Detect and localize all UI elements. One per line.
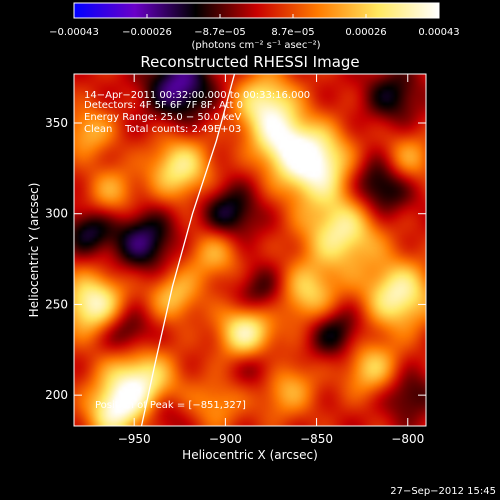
colorbar-tick-label: −0.00043 (49, 27, 99, 38)
colorbar-unit-label: (photons cm⁻² s⁻¹ asec⁻²) (191, 40, 320, 51)
y-tick-label: 200 (45, 388, 68, 402)
solar-limb-line (140, 74, 236, 426)
colorbar-tick-label: 8.7e−05 (271, 27, 314, 38)
x-tick-label: −950 (118, 432, 151, 446)
plot-frame (73, 73, 427, 427)
colorbar-tick-label: −8.7e−05 (194, 27, 246, 38)
info-line-counts: Clean Total counts: 2.49E+03 (84, 124, 241, 135)
colorbar-tick-label: 0.00026 (345, 27, 386, 38)
colorbar-ticks: −0.00043 −0.00026 −8.7e−05 8.7e−05 0.00026 0.… (49, 14, 460, 38)
x-axis: −950 −900 −850 −800 (118, 74, 424, 446)
x-tick-label: −900 (209, 432, 242, 446)
colorbar: −0.00043 −0.00026 −8.7e−05 8.7e−05 0.00026 0.… (49, 2, 460, 51)
chart-title: Reconstructed RHESSI Image (140, 53, 359, 71)
info-line-time: 14−Apr−2011 00:32:00.000 to 00:33:16.000 (84, 90, 310, 101)
info-line-energy: Energy Range: 25.0 − 50.0 keV (84, 112, 241, 123)
x-tick-label: −800 (391, 432, 424, 446)
y-axis: 200 250 300 350 (45, 116, 426, 402)
y-tick-label: 350 (45, 116, 68, 130)
colorbar-tick-label: 0.00043 (418, 27, 459, 38)
info-line-detectors: Detectors: 4F 5F 6F 7F 8F, Att 0 (84, 100, 243, 111)
info-block: 14−Apr−2011 00:32:00.000 to 00:33:16.000… (84, 90, 310, 411)
colorbar-tick-label: −0.00026 (122, 27, 172, 38)
timestamp: 27−Sep−2012 15:45 (390, 486, 496, 497)
peak-position-label: Position of Peak = [−851,327] (95, 400, 246, 411)
y-axis-label: Heliocentric Y (arcsec) (27, 183, 41, 318)
colorbar-gradient (73, 2, 440, 19)
heatmap-image (74, 74, 426, 426)
y-tick-label: 300 (45, 207, 68, 221)
x-axis-label: Heliocentric X (arcsec) (182, 448, 318, 462)
y-tick-label: 250 (45, 297, 68, 311)
x-tick-label: −850 (300, 432, 333, 446)
